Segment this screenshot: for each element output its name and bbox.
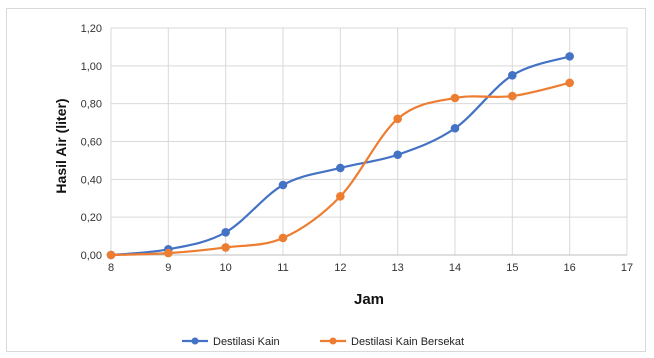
data-point-series-2: [450, 93, 460, 103]
y-axis-title: Hasil Air (liter): [53, 98, 69, 193]
legend-item-1: Destilasi Kain: [182, 336, 280, 348]
data-point-series-1: [221, 228, 230, 237]
data-point-series-1: [393, 150, 402, 160]
data-point-series-1: [278, 180, 288, 190]
data-point-series-2: [164, 248, 173, 258]
x-tick-label: 10: [220, 262, 232, 274]
series-layer: [106, 52, 574, 260]
y-tick-label: 0,00: [81, 250, 102, 262]
x-tick-label: 16: [564, 262, 576, 274]
y-tick-label: 1,20: [81, 23, 102, 35]
x-tick-label: 17: [621, 262, 633, 274]
data-point-series-2: [565, 78, 574, 88]
legend-label: Destilasi Kain: [213, 336, 280, 348]
x-tick-label: 11: [277, 262, 288, 274]
legend-marker: [191, 337, 199, 345]
y-tick-label: 0,80: [81, 99, 102, 111]
x-tick-label: 13: [392, 262, 404, 274]
data-point-series-2: [278, 233, 288, 243]
x-tick-label: 14: [449, 262, 461, 274]
x-tick-label: 8: [108, 262, 114, 274]
data-point-series-2: [221, 243, 230, 252]
data-point-series-2: [106, 250, 116, 260]
legend-item-2: Destilasi Kain Bersekat: [320, 336, 464, 348]
legend-label: Destilasi Kain Bersekat: [351, 336, 464, 348]
data-point-series-1: [336, 163, 345, 173]
data-point-series-2: [393, 114, 402, 124]
data-point-series-1: [508, 70, 517, 80]
y-tick-label: 0,40: [81, 174, 102, 186]
x-tick-label: 9: [165, 262, 171, 274]
data-point-series-2: [336, 192, 345, 201]
legend: Destilasi Kain Destilasi Kain Bersekat: [182, 336, 464, 348]
label-layer: Jam Hasil Air (liter): [53, 98, 384, 308]
y-tick-label: 0,20: [81, 212, 102, 224]
axis-layer: 0,00 0,20 0,40 0,60 0,80 1,00 1,20 8 9 10 11 12 13 14…: [81, 23, 634, 274]
x-tick-label: 15: [506, 262, 518, 274]
legend-marker: [329, 337, 337, 345]
y-tick-label: 0,60: [81, 137, 102, 149]
x-axis-title: Jam: [354, 291, 384, 308]
data-point-series-2: [508, 91, 517, 101]
grid-layer: [111, 27, 628, 255]
x-tick-label: 12: [334, 262, 346, 274]
y-tick-label: 1,00: [81, 61, 102, 73]
data-point-series-1: [450, 123, 460, 133]
data-point-series-1: [565, 52, 574, 61]
